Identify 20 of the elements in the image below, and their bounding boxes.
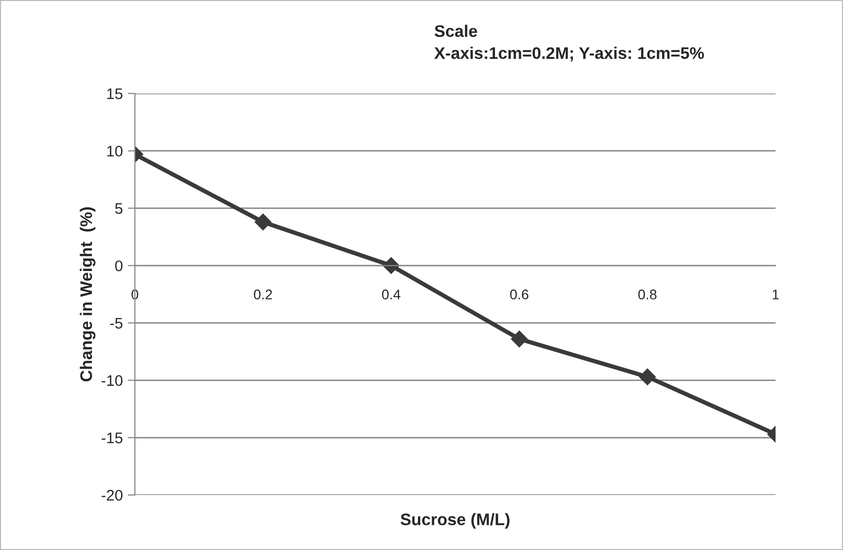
x-tick-label: 1 bbox=[772, 290, 779, 300]
text: X-axis:1cm=0.2M; Y-axis: 1cm=5% bbox=[434, 46, 704, 62]
y-tick-label: 15 bbox=[107, 88, 122, 100]
y-tick-label: 0 bbox=[115, 260, 122, 272]
y-tick-label: 10 bbox=[107, 146, 122, 157]
y-tick-label: -15 bbox=[102, 432, 122, 444]
x-tick-label: 0.4 bbox=[382, 290, 400, 300]
x-tick-label: 0.2 bbox=[254, 290, 272, 300]
text: Scale bbox=[434, 24, 478, 37]
point bbox=[382, 257, 400, 274]
x-tick-label: 0.8 bbox=[638, 290, 656, 300]
y-tick-label: -20 bbox=[102, 490, 122, 501]
y-tick-label: -10 bbox=[102, 375, 122, 386]
y-axis-title: Change in Weight (%) bbox=[80, 207, 96, 382]
point bbox=[510, 330, 528, 348]
x-tick-label: 0 bbox=[132, 290, 138, 300]
y-tick-label: 5 bbox=[115, 203, 122, 214]
x-axis-title: Sucrose (M/L) bbox=[400, 513, 510, 529]
y-tick-label: -5 bbox=[110, 318, 122, 329]
x-tick-label: 0.6 bbox=[510, 290, 528, 300]
